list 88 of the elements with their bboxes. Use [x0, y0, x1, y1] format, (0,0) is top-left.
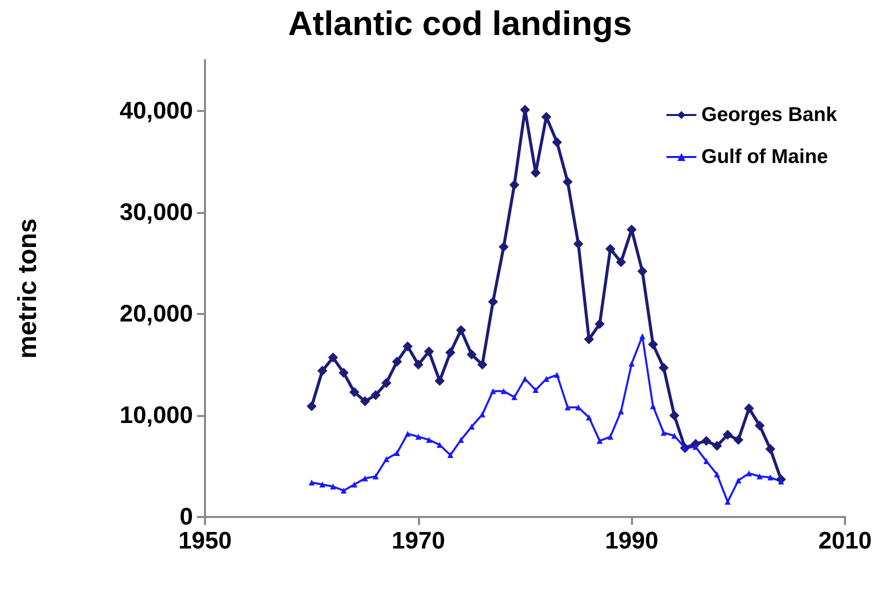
point [701, 436, 712, 446]
point [552, 137, 562, 148]
point [394, 450, 400, 456]
point [330, 484, 336, 490]
point [607, 434, 614, 440]
point [744, 403, 754, 414]
point [351, 482, 358, 488]
point [605, 244, 616, 254]
point [434, 376, 445, 386]
point [669, 410, 680, 420]
point [383, 456, 390, 462]
point [562, 176, 573, 187]
point [445, 347, 456, 358]
y-tick-label: 10,000 [120, 402, 193, 429]
point [456, 325, 466, 336]
point [415, 434, 422, 440]
point [767, 474, 774, 480]
point [317, 366, 328, 376]
point [596, 438, 603, 444]
point [370, 390, 381, 400]
point [703, 458, 710, 464]
point [328, 352, 338, 363]
point [573, 238, 584, 249]
point [413, 360, 424, 370]
y-tick-label: 0 [180, 504, 193, 530]
point [360, 396, 370, 406]
point [490, 388, 496, 394]
point [648, 339, 658, 350]
point [468, 424, 475, 430]
point [746, 470, 752, 476]
point [447, 452, 454, 458]
point [466, 350, 477, 360]
point [404, 430, 411, 437]
point [594, 319, 605, 330]
point [477, 360, 488, 370]
point [618, 408, 624, 414]
point [498, 242, 509, 252]
legend-label: Gulf of Maine [701, 146, 828, 168]
point [733, 434, 744, 445]
point [381, 378, 392, 388]
x-tick-label: 1970 [392, 528, 446, 554]
point [586, 414, 592, 420]
point [349, 387, 360, 398]
point [724, 498, 731, 505]
point [426, 436, 432, 443]
y-axis-title: metric tons [12, 218, 42, 359]
point [765, 444, 776, 454]
point [308, 479, 315, 486]
point [338, 368, 349, 378]
y-tick-label: 20,000 [120, 300, 193, 328]
point [564, 404, 571, 410]
legend-label: Georges Bank [701, 104, 838, 126]
point [712, 440, 722, 451]
point [319, 482, 326, 488]
point [372, 473, 379, 480]
point [532, 387, 539, 394]
point [628, 360, 635, 367]
point [511, 394, 518, 400]
x-tick-label: 1990 [604, 528, 658, 554]
point [458, 436, 464, 443]
point [616, 257, 626, 268]
point [754, 420, 765, 431]
point [637, 266, 648, 276]
point [362, 475, 368, 482]
y-tick-label: 40,000 [120, 97, 193, 124]
y-tick-label: 30,000 [120, 198, 193, 226]
point [714, 471, 720, 478]
point [509, 180, 520, 190]
point [306, 401, 317, 412]
point [722, 430, 733, 440]
point [488, 296, 498, 307]
point [554, 372, 560, 378]
chart-title: Atlantic cod landings [288, 5, 632, 43]
point [660, 430, 667, 436]
point [340, 488, 347, 494]
point [671, 432, 678, 439]
point [392, 356, 402, 367]
point [735, 477, 742, 484]
point [500, 388, 507, 394]
point [424, 346, 434, 356]
point [639, 333, 646, 340]
point [584, 334, 594, 344]
point [756, 473, 763, 480]
x-tick-label: 2010 [818, 528, 872, 554]
point [402, 341, 413, 352]
x-tick-label: 1950 [178, 528, 232, 554]
point [658, 362, 669, 373]
point [692, 444, 699, 450]
